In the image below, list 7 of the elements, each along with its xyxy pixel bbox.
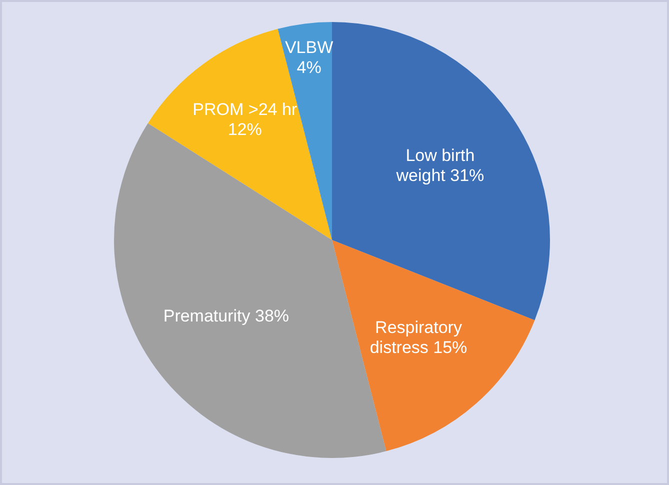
slice-label: PROM >24 hr bbox=[192, 100, 298, 119]
slice-label: Low birth weight 31% bbox=[395, 146, 484, 186]
slice-label: Respiratory distress 15% bbox=[370, 318, 468, 357]
data-label: 12% bbox=[228, 120, 262, 139]
slice-label: Prematurity 38% bbox=[163, 306, 290, 326]
slice-label: VLBW bbox=[284, 38, 334, 58]
data-label: 4% bbox=[296, 58, 322, 78]
